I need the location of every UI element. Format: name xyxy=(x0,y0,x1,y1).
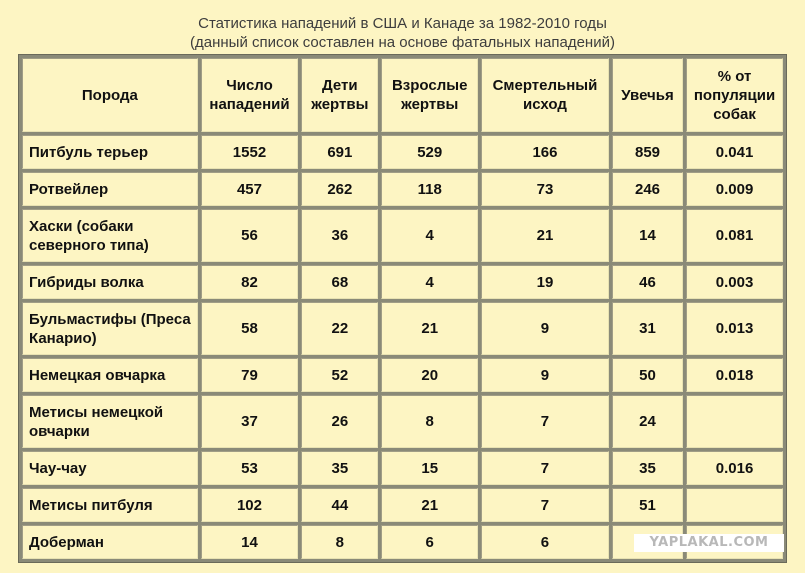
table-cell: 0.013 xyxy=(686,302,783,355)
table-cell: 9 xyxy=(480,302,609,355)
table-row: Чау-чау 53 35 15 7 35 0.016 xyxy=(22,451,783,485)
table-row: Ротвейлер 457 262 118 73 246 0.009 xyxy=(22,172,783,206)
table-cell: 36 xyxy=(301,209,379,262)
table-cell: 44 xyxy=(301,488,379,522)
table-cell: 0.018 xyxy=(686,358,783,392)
table-cell: 4 xyxy=(381,265,478,299)
table-row: Немецкая овчарка 79 52 20 9 50 0.018 xyxy=(22,358,783,392)
table-cell: 7 xyxy=(480,395,609,448)
table-cell: 7 xyxy=(480,451,609,485)
page-title: Статистика нападений в США и Канаде за 1… xyxy=(198,15,607,32)
table-cell: 73 xyxy=(480,172,609,206)
header-cell: Порода xyxy=(22,58,198,132)
table-row: Доберман 14 8 6 6 7 0.008 xyxy=(22,525,783,559)
breed-cell: Доберман xyxy=(22,525,198,559)
table-cell: 6 xyxy=(480,525,609,559)
table-cell: 22 xyxy=(301,302,379,355)
table-cell: 8 xyxy=(381,395,478,448)
table-cell: 14 xyxy=(200,525,299,559)
breed-cell: Немецкая овчарка xyxy=(22,358,198,392)
table-row: Метисы питбуля 102 44 21 7 51 xyxy=(22,488,783,522)
table-cell: 82 xyxy=(200,265,299,299)
table-row: Хаски (собаки северного типа) 56 36 4 21… xyxy=(22,209,783,262)
header-row: Порода Число нападений Дети жертвы Взрос… xyxy=(22,58,783,132)
table-cell: 4 xyxy=(381,209,478,262)
table-cell: 51 xyxy=(611,488,684,522)
table-cell: 68 xyxy=(301,265,379,299)
table-cell: 21 xyxy=(381,302,478,355)
breed-cell: Чау-чау xyxy=(22,451,198,485)
header-cell: Увечья xyxy=(611,58,684,132)
table-cell: 52 xyxy=(301,358,379,392)
table-cell: 457 xyxy=(200,172,299,206)
table-cell: 50 xyxy=(611,358,684,392)
table-cell xyxy=(686,488,783,522)
breed-cell: Питбуль терьер xyxy=(22,135,198,169)
title-block: Статистика нападений в США и Канаде за 1… xyxy=(0,14,805,52)
table-cell: 0.003 xyxy=(686,265,783,299)
table-row: Метисы немецкой овчарки 37 26 8 7 24 xyxy=(22,395,783,448)
table-cell: 1552 xyxy=(200,135,299,169)
table-cell: 37 xyxy=(200,395,299,448)
table-cell: 79 xyxy=(200,358,299,392)
breed-cell: Метисы питбуля xyxy=(22,488,198,522)
watermark-logo: YAPLAKAL.COM xyxy=(634,534,784,552)
table-cell xyxy=(686,395,783,448)
table-row: Гибриды волка 82 68 4 19 46 0.003 xyxy=(22,265,783,299)
header-cell: Смертельный исход xyxy=(480,58,609,132)
table-cell: 118 xyxy=(381,172,478,206)
breed-cell: Метисы немецкой овчарки xyxy=(22,395,198,448)
table-cell: 0.041 xyxy=(686,135,783,169)
table-cell: 9 xyxy=(480,358,609,392)
table-cell: 529 xyxy=(381,135,478,169)
table-cell: 6 xyxy=(381,525,478,559)
header-cell: Число нападений xyxy=(200,58,299,132)
breed-cell: Ротвейлер xyxy=(22,172,198,206)
table-cell: 24 xyxy=(611,395,684,448)
header-cell: Взрослые жертвы xyxy=(381,58,478,132)
breed-cell: Гибриды волка xyxy=(22,265,198,299)
table-cell: 21 xyxy=(480,209,609,262)
table-cell: 0.016 xyxy=(686,451,783,485)
table-cell: 262 xyxy=(301,172,379,206)
stats-table-wrap: Порода Число нападений Дети жертвы Взрос… xyxy=(18,54,787,563)
table-cell: 8 xyxy=(301,525,379,559)
table-cell: 31 xyxy=(611,302,684,355)
table-cell: 46 xyxy=(611,265,684,299)
table-cell: 246 xyxy=(611,172,684,206)
table-cell: 7 xyxy=(480,488,609,522)
table-cell: 102 xyxy=(200,488,299,522)
table-cell: 53 xyxy=(200,451,299,485)
table-cell: 0.081 xyxy=(686,209,783,262)
table-cell: 19 xyxy=(480,265,609,299)
table-cell: 58 xyxy=(200,302,299,355)
table-cell: 859 xyxy=(611,135,684,169)
breed-cell: Хаски (собаки северного типа) xyxy=(22,209,198,262)
page-subtitle: (данный список составлен на основе фатал… xyxy=(190,34,615,51)
table-cell: 0.009 xyxy=(686,172,783,206)
table-cell: 56 xyxy=(200,209,299,262)
header-cell: Дети жертвы xyxy=(301,58,379,132)
table-cell: 14 xyxy=(611,209,684,262)
table-cell: 15 xyxy=(381,451,478,485)
table-row: Бульмастифы (Преса Канарио) 58 22 21 9 3… xyxy=(22,302,783,355)
table-cell: 691 xyxy=(301,135,379,169)
table-cell: 35 xyxy=(301,451,379,485)
header-cell: % от популяции собак xyxy=(686,58,783,132)
stats-table: Порода Число нападений Дети жертвы Взрос… xyxy=(18,54,787,563)
table-cell: 26 xyxy=(301,395,379,448)
breed-cell: Бульмастифы (Преса Канарио) xyxy=(22,302,198,355)
table-cell: 35 xyxy=(611,451,684,485)
table-cell: 20 xyxy=(381,358,478,392)
table-cell: 21 xyxy=(381,488,478,522)
table-cell: 166 xyxy=(480,135,609,169)
table-row: Питбуль терьер 1552 691 529 166 859 0.04… xyxy=(22,135,783,169)
